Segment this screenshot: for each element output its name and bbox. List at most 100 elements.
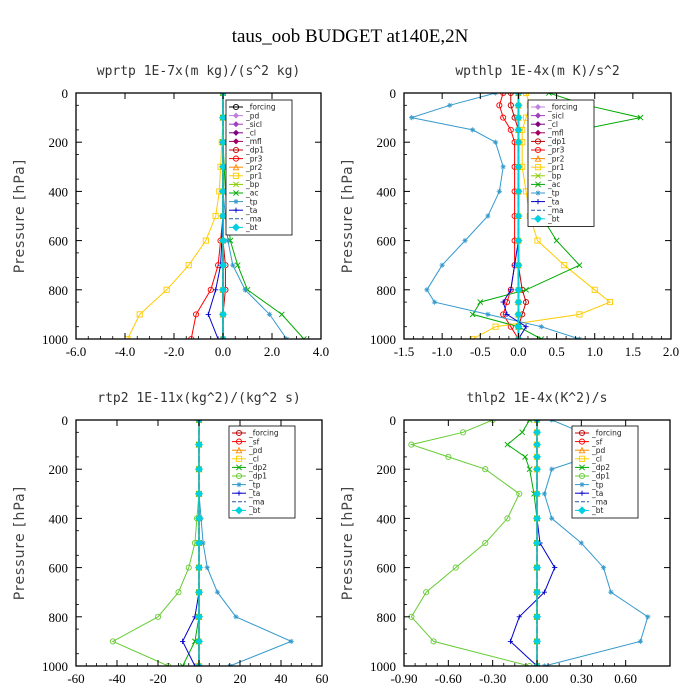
data-point [452,564,459,571]
legend-entry-forcing: _forcing [531,103,578,112]
data-point [431,299,438,305]
data-point [300,336,307,339]
y-axis-label: Pressure [hPa] [12,486,28,600]
data-point [185,262,192,269]
legend-marker [533,214,543,223]
data-point [500,114,507,121]
data-point [194,612,204,621]
data-point [645,614,651,620]
data-point [460,429,467,436]
data-point [507,126,514,133]
legend-label: _tp [547,189,560,198]
legend-label: _tp [245,197,258,206]
panel-2: wpthlp 1E-4x(m K)/s^2 Pressure [hPa] -1.5 -… [340,64,679,359]
data-point [514,211,523,221]
panels: wprtp 1E-7x(m kg)/(s^2 kg) Pressure [hPa]… [12,64,679,686]
x-tick-label: -4.0 [115,344,136,359]
legend-entry-ma: _ma [531,206,564,215]
y-tick-label: 0 [62,413,69,428]
data-point [532,538,542,548]
legend-label: _tp [248,480,261,489]
legend-label: _sf [248,437,260,446]
x-tick-label: 20 [234,671,247,686]
x-tick-label: -60 [67,671,84,686]
legend-marker [534,138,542,145]
legend-marker [534,154,542,162]
legend-entry-dp1: _dp1 [232,472,267,481]
legend-label: _tp [591,480,604,489]
legend-marker [232,121,240,128]
legend-marker [235,472,243,480]
data-point [154,613,162,620]
data-point [266,311,273,317]
legend-marker [578,455,586,462]
x-tick-label: 40 [275,671,288,686]
data-point [532,489,542,498]
y-tick-label: 200 [49,135,69,150]
y-tick-label: 600 [377,234,397,249]
legend-entry-cl: _cl [531,120,558,129]
panel-3: rtp2 1E-11x(kg^2)/(kg^2 s) Pressure [hPa]… [12,391,329,686]
data-point [192,311,200,318]
data-point [445,453,452,460]
legend-label: _ta [248,489,260,498]
legend-label: _ta [591,489,603,498]
legend-marker [579,490,585,496]
figure-title: taus_oob BUDGET at140E,2N [232,26,469,47]
data-point [504,311,510,317]
legend-label: _cl [591,455,602,464]
legend-label: _dp1 [591,472,610,481]
data-point [522,453,529,460]
legend-marker [579,482,585,488]
data-point [242,287,248,293]
legend-label: _dp1 [245,146,264,155]
y-tick-label: 800 [377,283,397,298]
legend-label: _mfl [547,129,564,138]
legend-entry-sicl: _sicl [531,111,564,120]
legend-entry-tp: _tp [531,189,560,198]
data-point [532,452,542,461]
legend-marker [534,121,542,128]
legend-entry-bt: _bt [229,223,258,232]
legend-label: _bt [547,215,560,224]
data-point [519,429,526,436]
legend-marker [232,155,240,162]
data-point [492,139,499,145]
legend-label: _dp2 [591,463,610,472]
data-point [600,565,607,571]
series-line [506,420,538,666]
legend-entry-pr3: _pr3 [229,154,263,163]
legend-entry-bp: _bp [229,180,260,189]
data-point [514,101,523,110]
y-tick-label: 600 [377,561,397,576]
data-point [215,336,221,339]
data-point [637,114,644,121]
legend-entry-ta: _ta [531,197,559,206]
legend-marker [578,438,586,445]
x-tick-label: -0.90 [390,671,417,686]
legend-entry-bt: _bt [232,506,261,515]
data-point [218,310,228,319]
data-point [194,465,204,474]
data-point [278,311,285,318]
y-axis-label: Pressure [hPa] [12,159,28,273]
series-bt [218,93,228,339]
data-point [408,441,415,448]
legend-label: _cl [547,120,558,129]
data-point [516,490,523,497]
data-point [218,236,228,245]
data-point [230,262,236,268]
series-tp [409,93,583,339]
data-point [447,102,453,108]
legend-marker [534,129,542,136]
data-point [534,237,541,244]
legend-entry-dp1: _dp1 [575,472,610,481]
legend-entry-pd: _pd [232,446,263,455]
y-tick-label: 1000 [370,659,396,674]
data-point [409,115,415,121]
data-point [482,466,489,473]
data-point [205,311,211,317]
legend-entry-ma: _ma [229,215,262,224]
data-point [514,310,523,319]
data-point [532,465,542,474]
